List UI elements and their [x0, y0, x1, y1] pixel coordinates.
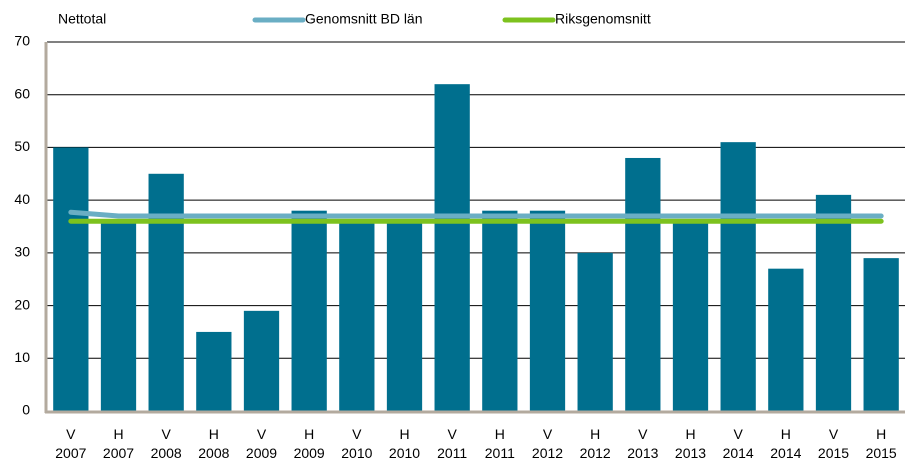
bar	[577, 252, 613, 411]
x-tick-label: V 2013	[627, 426, 658, 461]
x-tick-label-line: 2009	[246, 445, 277, 461]
x-tick-label-line: 2014	[723, 445, 754, 461]
bar	[243, 310, 280, 411]
x-tick-label-line: 2013	[627, 445, 658, 461]
bar	[339, 221, 375, 411]
x-tick-label-line: 2014	[770, 445, 801, 461]
x-tick-label-line: H	[113, 426, 123, 442]
y-tick-label: 10	[14, 349, 30, 365]
bar	[720, 142, 756, 411]
bar	[625, 157, 661, 411]
x-tick-label: V 2012	[532, 426, 563, 461]
line-series	[68, 209, 884, 219]
x-tick-label-line: 2007	[55, 445, 86, 461]
bar	[148, 173, 184, 411]
x-tick-label-line: V	[447, 426, 457, 442]
x-tick-label-line: 2007	[103, 445, 134, 461]
x-tick-label-line: V	[257, 426, 267, 442]
x-tick-label-line: V	[543, 426, 553, 442]
x-tick-label-line: 2015	[866, 445, 897, 461]
bar	[100, 221, 137, 411]
x-tick-label-line: H	[590, 426, 600, 442]
x-tick-label-line: V	[66, 426, 76, 442]
x-tick-label-line: H	[685, 426, 695, 442]
x-tick-label-line: H	[876, 426, 886, 442]
x-tick-label: H 2015	[866, 426, 897, 461]
bar	[53, 147, 89, 411]
x-tick-label: V 2011	[437, 426, 467, 461]
x-tick-label: H 2014	[770, 426, 801, 461]
x-tick-label-line: V	[638, 426, 648, 442]
legend-label: Riksgenomsnitt	[555, 11, 651, 27]
legend-label: Genomsnitt BD län	[305, 11, 423, 27]
x-tick-label: H 2009	[294, 426, 325, 461]
x-tick-label-line: 2011	[485, 445, 515, 461]
x-tick-label: H 2013	[675, 426, 706, 461]
y-tick-label: 30	[14, 244, 30, 260]
y-tick-label: 20	[14, 296, 30, 312]
bar	[434, 84, 470, 412]
x-tick-label: V 2009	[246, 426, 277, 461]
x-tick-label-line: H	[399, 426, 409, 442]
y-tick-label: 60	[14, 85, 30, 101]
x-tick-label-line: V	[733, 426, 743, 442]
x-tick-label: H 2012	[580, 426, 611, 461]
bar	[815, 194, 852, 411]
bar	[196, 331, 232, 411]
x-tick-label-line: H	[495, 426, 505, 442]
x-tick-label: H 2008	[198, 426, 229, 461]
bar	[291, 210, 327, 411]
x-tick-label-line: 2008	[198, 445, 229, 461]
x-tick-label-line: V	[161, 426, 171, 442]
y-tick-label: 40	[14, 191, 30, 207]
bar	[863, 258, 899, 411]
x-tick-label-line: H	[209, 426, 219, 442]
x-tick-label-line: V	[829, 426, 839, 442]
x-tick-label: H 2011	[485, 426, 515, 461]
x-tick-label: V 2010	[341, 426, 372, 461]
x-tick-label: V 2015	[818, 426, 849, 461]
x-tick-label: H 2007	[103, 426, 134, 461]
x-tick-label-line: 2010	[389, 445, 420, 461]
y-axis-label: Nettotal	[58, 11, 106, 27]
bar	[482, 210, 518, 411]
x-tick-label-line: 2009	[294, 445, 325, 461]
x-tick-label: V 2014	[723, 426, 754, 461]
x-tick-label-line: 2015	[818, 445, 849, 461]
bar	[768, 268, 804, 411]
x-tick-label-line: V	[352, 426, 362, 442]
x-tick-label: V 2007	[55, 426, 86, 461]
x-tick-label-line: 2012	[532, 445, 563, 461]
x-tick-label-line: 2008	[151, 445, 182, 461]
y-tick-label: 50	[14, 138, 30, 154]
x-tick-label: V 2008	[151, 426, 182, 461]
y-tick-label: 70	[14, 33, 30, 49]
bar	[672, 221, 709, 411]
x-tick-label-line: 2013	[675, 445, 706, 461]
x-tick-label-line: 2012	[580, 445, 611, 461]
x-tick-label-line: H	[781, 426, 791, 442]
x-tick-label-line: 2011	[437, 445, 467, 461]
x-tick-label-line: H	[304, 426, 314, 442]
bar	[529, 210, 566, 411]
x-tick-label: H 2010	[389, 426, 420, 461]
bar	[386, 221, 423, 411]
y-tick-label: 0	[22, 402, 30, 418]
x-tick-label-line: 2010	[341, 445, 372, 461]
